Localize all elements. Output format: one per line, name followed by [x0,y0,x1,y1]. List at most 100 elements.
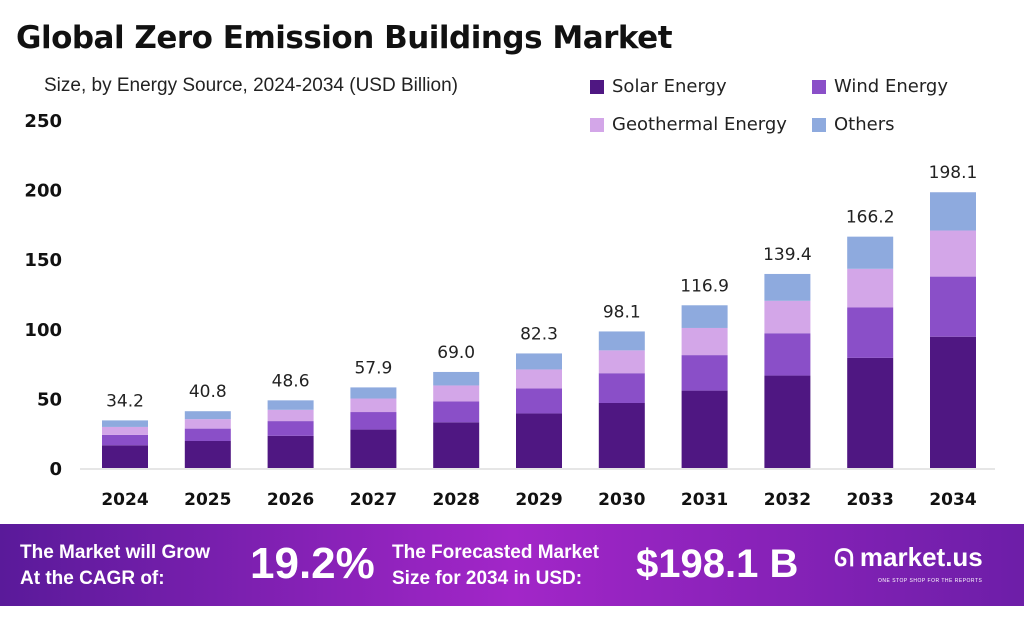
bar-segment-wind-energy [516,388,562,414]
bar-segment-others [847,236,894,269]
bar-segment-wind-energy [102,434,148,446]
legend-item-wind: Wind Energy [812,76,948,97]
bar-segment-geothermal-energy [433,385,480,402]
bar-total-label: 34.2 [106,391,144,411]
legend-swatch [590,117,604,132]
bar-segment-geothermal-energy [930,230,976,277]
bar-segment-wind-energy [267,421,314,436]
bar-total-label: 48.6 [272,371,310,391]
bar-segment-others [516,353,562,370]
x-tick-label: 2024 [101,490,148,510]
forecast-value: $198.1 B [636,542,799,586]
y-tick-label: 50 [37,389,62,410]
bar-segment-solar-energy [350,429,397,468]
chart-title: Global Zero Emission Buildings Market [16,20,673,56]
brand-logo-icon: ᘏ [834,545,854,572]
bar-segment-geothermal-energy [764,300,811,334]
bar-segment-others [184,411,231,420]
bar-total-label: 166.2 [846,208,895,228]
legend-label: Solar Energy [612,76,727,97]
y-tick-label: 200 [24,181,62,202]
brand-logo: ᘏ market.us [834,542,983,574]
y-tick-label: 150 [24,250,62,271]
bar-segment-others [433,371,480,386]
x-tick-label: 2027 [350,490,397,510]
bar-segment-geothermal-energy [681,327,728,356]
bar-total-label: 98.1 [603,302,641,322]
bar-total-label: 40.8 [189,382,227,402]
legend-swatch [812,79,826,94]
bar-total-label: 57.9 [354,358,392,378]
y-tick-label: 0 [49,459,62,480]
legend-label: Geothermal Energy [612,114,787,135]
bar-segment-others [102,420,148,427]
bar-segment-others [598,331,645,351]
bar-total-label: 116.9 [680,276,729,296]
legend-label: Wind Energy [834,76,948,97]
bar-segment-geothermal-energy [350,398,397,413]
bar-segment-wind-energy [764,333,811,376]
cagr-label-line1: The Market will Grow [20,542,211,563]
legend-swatch [590,79,604,94]
x-tick-label: 2026 [267,490,314,510]
bar-segment-wind-energy [184,428,231,441]
bar-segment-solar-energy [184,440,231,468]
brand-name: market.us [859,542,983,572]
legend-item-solar: Solar Energy [590,76,727,97]
legend-item-others: Others [812,114,895,135]
bar-segment-solar-energy [267,435,314,468]
cagr-label-line2: At the CAGR of: [20,568,165,589]
x-tick-label: 2029 [515,490,562,510]
bar-segment-solar-energy [847,357,894,468]
bar-total-label: 69.0 [437,343,475,363]
chart-subtitle: Size, by Energy Source, 2024-2034 (USD B… [44,75,458,96]
bar-chart: 0 50 100 150 200 250 34.2 2024 40.8 2025 48.6 2026 5… [24,111,995,510]
footer-banner: The Market will Grow At the CAGR of: 19.… [0,524,1024,606]
y-tick-label: 100 [24,320,62,341]
bar-total-label: 198.1 [929,163,978,183]
cagr-value: 19.2% [250,539,375,588]
bar-segment-others [764,273,811,301]
x-tick-label: 2028 [433,490,480,510]
bar-segment-solar-energy [102,445,148,468]
bar-segment-wind-energy [598,373,645,403]
bar-segment-wind-energy [930,276,976,337]
bar-segment-wind-energy [350,412,397,430]
legend-item-geothermal: Geothermal Energy [590,114,787,135]
bar-segment-geothermal-energy [598,350,645,374]
bar-segment-wind-energy [847,307,894,358]
legend-swatch [812,117,826,132]
bar-segment-solar-energy [681,390,728,468]
y-tick-label: 250 [24,111,62,132]
bar-total-label: 82.3 [520,324,558,344]
bar-segment-solar-energy [598,402,645,468]
bar-segment-others [267,400,314,410]
bar-segment-others [350,387,397,399]
x-tick-label: 2033 [847,490,894,510]
forecast-label-line1: The Forecasted Market [392,542,599,563]
bar-segment-solar-energy [764,375,811,468]
x-tick-label: 2034 [929,490,976,510]
bar-segment-geothermal-energy [516,369,562,389]
legend-label: Others [834,114,895,135]
bar-segment-geothermal-energy [847,268,894,308]
bar-segment-others [930,192,976,231]
bar-total-label: 139.4 [763,245,812,265]
bar-segment-geothermal-energy [102,426,148,435]
brand-tagline: ONE STOP SHOP FOR THE REPORTS [878,578,983,584]
bar-segment-solar-energy [516,413,562,468]
x-tick-label: 2030 [598,490,645,510]
bar-segment-solar-energy [930,336,976,468]
forecast-label: The Forecasted Market Size for 2034 in U… [392,540,599,592]
bar-segment-solar-energy [433,422,480,468]
bar-segment-geothermal-energy [267,409,314,422]
x-tick-label: 2031 [681,490,728,510]
cagr-label: The Market will Grow At the CAGR of: [20,540,210,592]
bar-segment-wind-energy [433,401,480,423]
forecast-label-line2: Size for 2034 in USD: [392,568,583,589]
bar-segment-geothermal-energy [184,419,231,429]
bar-segment-others [681,305,728,328]
x-tick-label: 2032 [764,490,811,510]
x-tick-label: 2025 [184,490,231,510]
